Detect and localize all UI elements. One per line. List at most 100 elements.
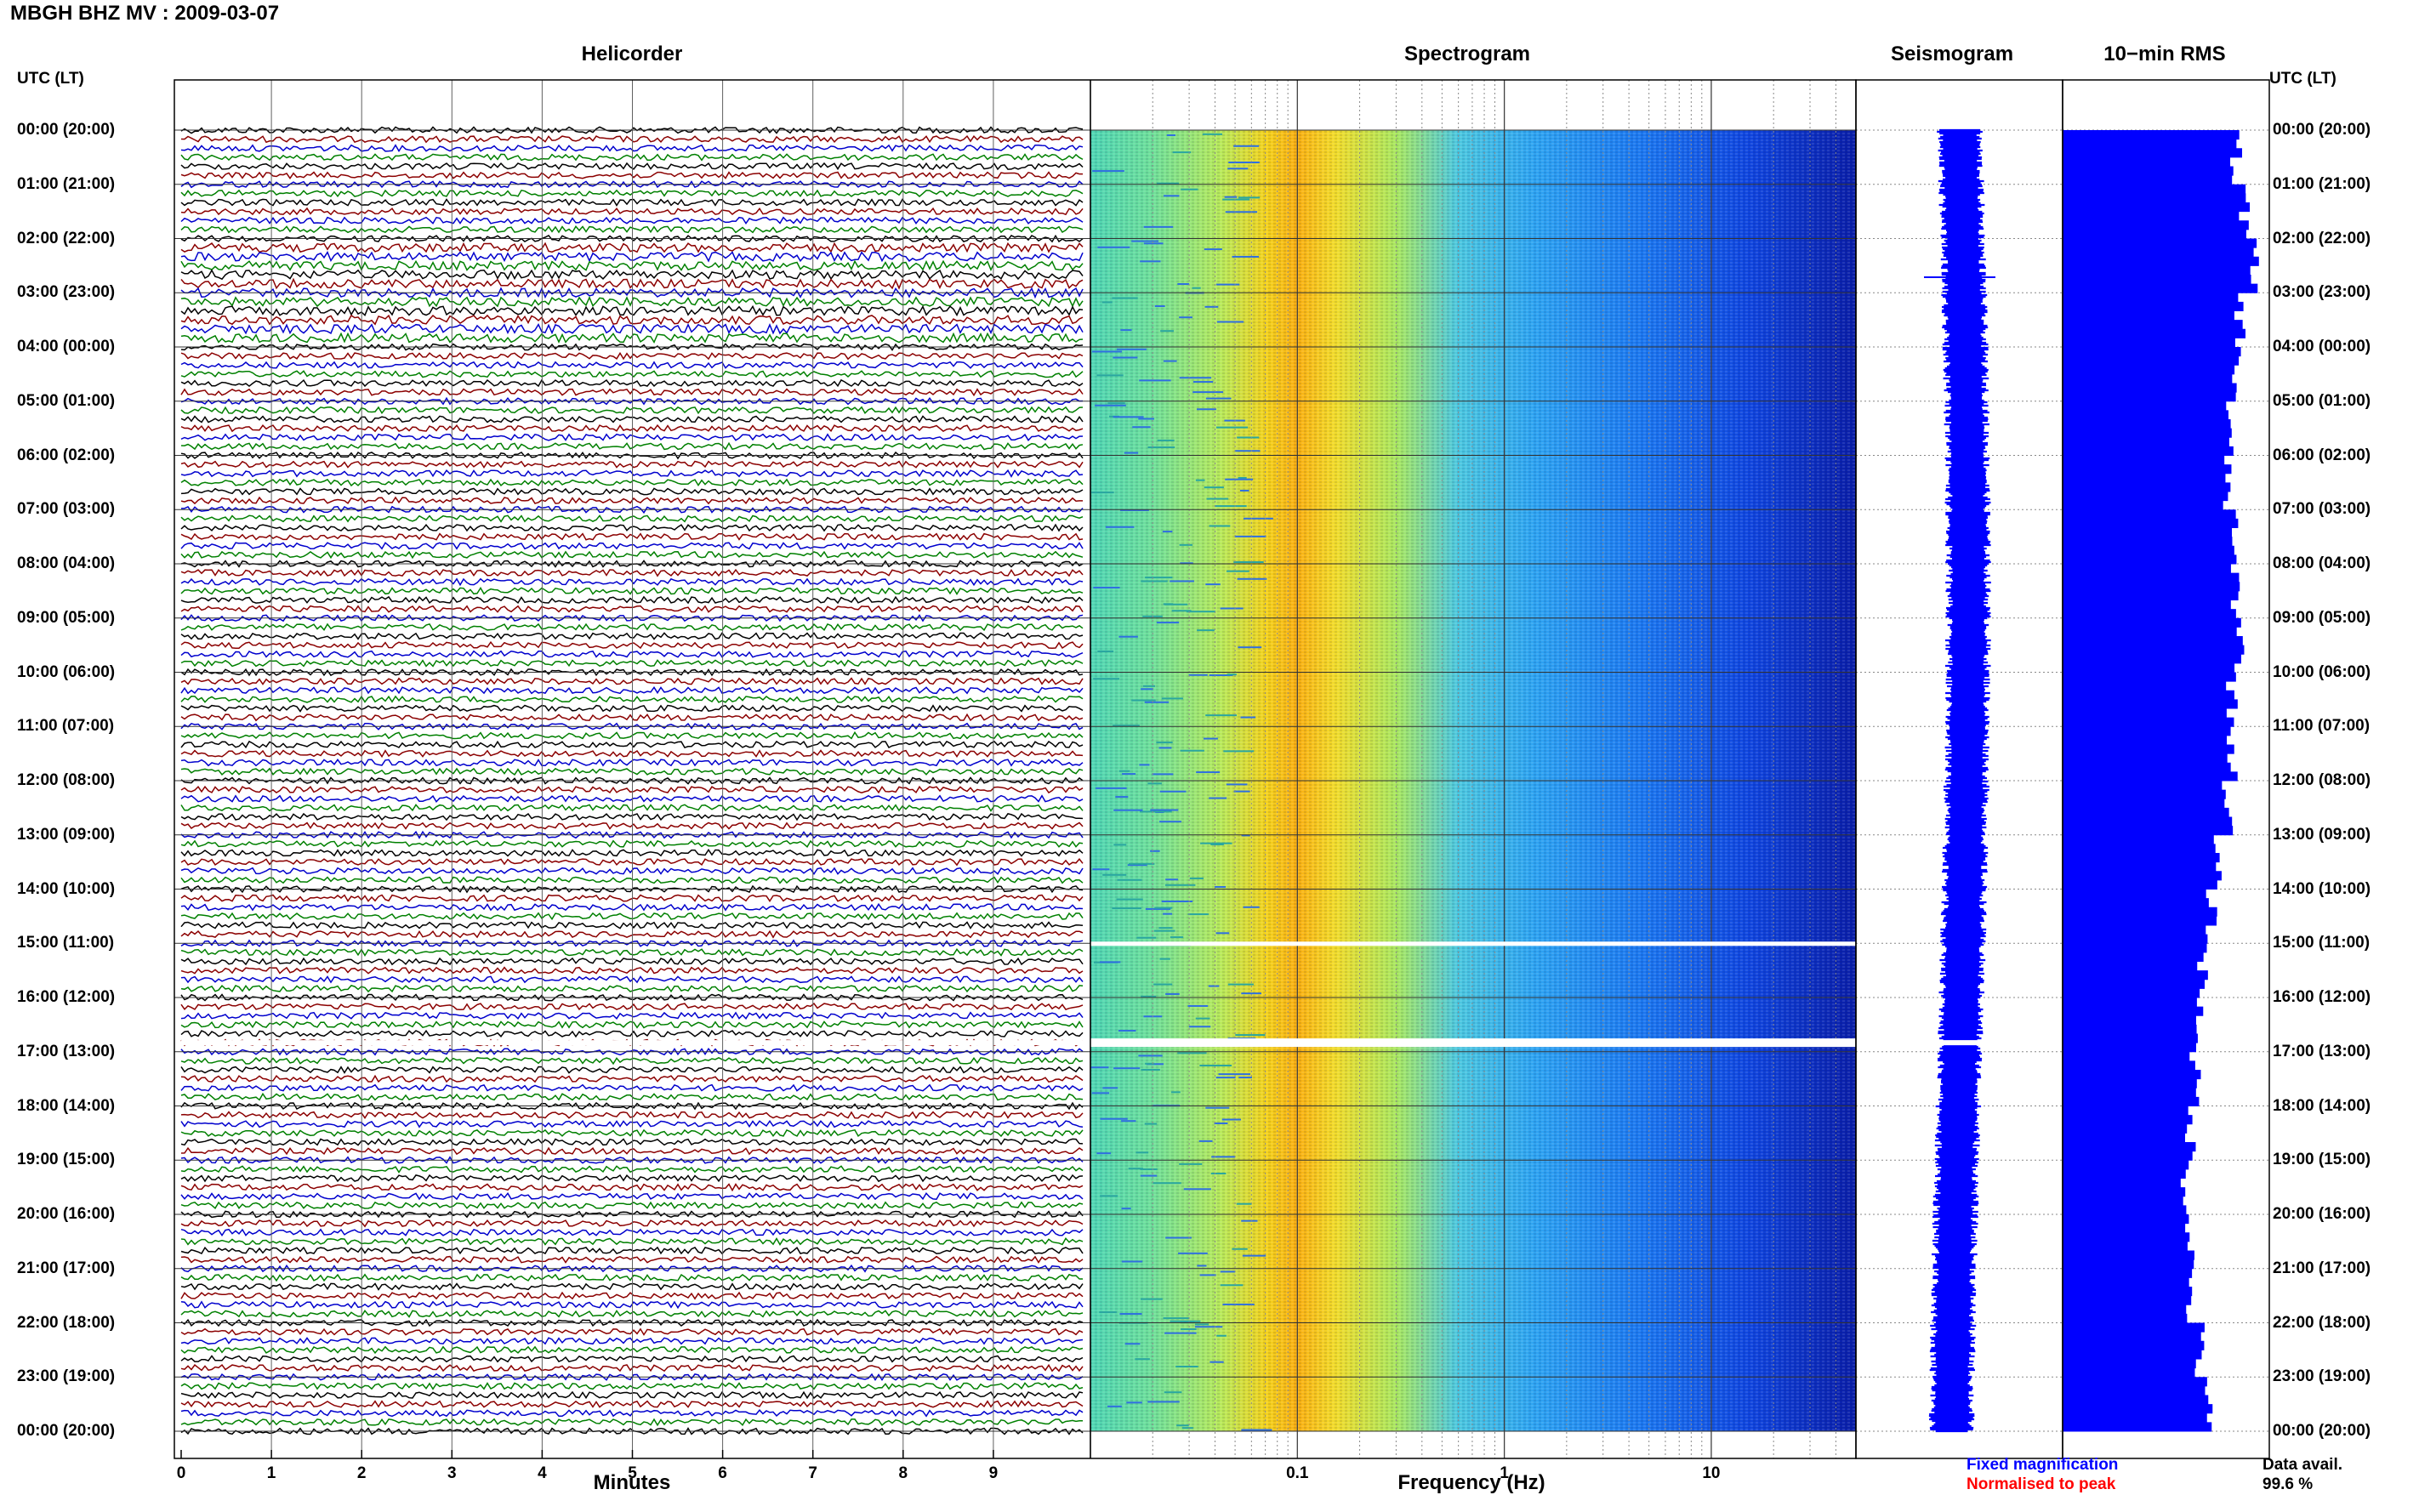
spectrogram-speckle bbox=[1241, 992, 1261, 995]
rms-bar bbox=[2063, 437, 2229, 447]
spectrogram-speckle bbox=[1139, 764, 1150, 766]
spectrogram-speckle bbox=[1122, 773, 1136, 776]
time-label-left: 00:00 (20:00) bbox=[17, 1422, 116, 1440]
rms-bar bbox=[2063, 365, 2235, 375]
spectrogram-speckle bbox=[1216, 321, 1244, 323]
spectrogram-speckle bbox=[1204, 486, 1224, 489]
spectrogram-speckle bbox=[1195, 1017, 1210, 1020]
time-label-right: 02:00 (22:00) bbox=[2273, 229, 2371, 247]
spectrogram-speckle bbox=[1170, 1320, 1201, 1322]
spectrogram-speckle bbox=[1153, 983, 1173, 986]
spectrogram-speckle bbox=[1233, 790, 1250, 793]
helicorder-x-tick-label: 5 bbox=[628, 1464, 637, 1482]
spectrogram-speckle bbox=[1096, 1152, 1112, 1155]
rms-bar bbox=[2063, 1078, 2197, 1089]
spectrogram-speckle bbox=[1118, 770, 1130, 772]
spectrogram-speckle bbox=[1220, 1284, 1244, 1287]
spectrogram-speckle bbox=[1092, 170, 1124, 173]
spectrogram-speckle bbox=[1194, 1323, 1210, 1326]
spectrogram-speckle bbox=[1241, 1429, 1272, 1431]
spectrogram-speckle bbox=[1179, 316, 1192, 319]
spectrogram-speckle bbox=[1234, 450, 1261, 452]
spectrogram-speckle bbox=[1238, 646, 1262, 649]
time-label-right: 06:00 (02:00) bbox=[2273, 446, 2371, 464]
rms-bar bbox=[2063, 320, 2243, 330]
rms-bar bbox=[2063, 1287, 2193, 1297]
seismogram-title: Seismogram bbox=[1890, 43, 2014, 65]
spectrogram-speckle bbox=[1140, 1174, 1158, 1177]
spectrogram-speckle bbox=[1221, 1118, 1241, 1121]
spectrogram-speckle bbox=[1186, 611, 1216, 613]
spectrogram-speckle bbox=[1113, 725, 1140, 727]
rms-bar bbox=[2063, 419, 2231, 429]
spectrogram-speckle bbox=[1241, 1219, 1258, 1222]
spectrogram-speckle bbox=[1189, 877, 1204, 879]
spectrogram-speckle bbox=[1100, 1117, 1128, 1120]
spectrogram-speckle bbox=[1097, 246, 1130, 248]
spectrogram-speckle bbox=[1225, 478, 1254, 480]
time-label-left: 06:00 (02:00) bbox=[17, 446, 116, 464]
spectrogram-speckle bbox=[1165, 992, 1180, 995]
time-label-right: 00:00 (20:00) bbox=[2273, 1422, 2371, 1440]
spectrogram-speckle bbox=[1176, 1424, 1189, 1427]
time-label-left: 16:00 (12:00) bbox=[17, 988, 116, 1006]
spectrogram-speckle bbox=[1128, 1168, 1143, 1170]
time-label-left: 09:00 (05:00) bbox=[17, 608, 116, 627]
spectrogram-speckle bbox=[1240, 716, 1256, 719]
spectrogram-speckle bbox=[1119, 1313, 1142, 1316]
time-label-right: 19:00 (15:00) bbox=[2273, 1151, 2371, 1169]
spectrogram-speckle bbox=[1237, 577, 1267, 580]
time-label-left: 12:00 (08:00) bbox=[17, 771, 116, 789]
spectrogram-speckle bbox=[1216, 1334, 1227, 1337]
rms-bar bbox=[2063, 211, 2240, 221]
time-label-right: 18:00 (14:00) bbox=[2273, 1096, 2371, 1115]
spectrogram-speckle bbox=[1129, 862, 1155, 865]
time-label-left: 11:00 (07:00) bbox=[17, 717, 115, 736]
spectrogram-speckle bbox=[1232, 255, 1260, 258]
time-label-right: 23:00 (19:00) bbox=[2273, 1367, 2371, 1386]
helicorder-title: Helicorder bbox=[581, 43, 683, 65]
rms-bar bbox=[2063, 1332, 2201, 1342]
spectrogram-speckle bbox=[1140, 810, 1172, 813]
time-label-left: 18:00 (14:00) bbox=[17, 1096, 116, 1115]
spectrogram-speckle bbox=[1116, 898, 1143, 901]
rms-bar bbox=[2063, 275, 2251, 285]
rms-bar bbox=[2063, 564, 2231, 574]
spectrogram-speckle bbox=[1203, 737, 1218, 740]
spectrogram-speckle bbox=[1152, 773, 1174, 776]
rms-bar bbox=[2063, 238, 2257, 248]
rms-bar bbox=[2063, 636, 2243, 646]
spectrogram-speckle bbox=[1198, 1140, 1213, 1142]
spectrogram-speckle bbox=[1205, 583, 1221, 586]
rms-bar bbox=[2063, 509, 2236, 520]
spectrogram-speckle bbox=[1195, 479, 1205, 481]
rms-bar bbox=[2063, 662, 2235, 673]
rms-bar bbox=[2063, 1106, 2188, 1116]
time-label-right: 17:00 (13:00) bbox=[2273, 1042, 2371, 1060]
time-label-left: 05:00 (01:00) bbox=[17, 391, 116, 410]
rms-bar bbox=[2063, 1015, 2196, 1026]
panel-frame bbox=[2062, 79, 2270, 1459]
rms-bar bbox=[2063, 310, 2234, 321]
time-label-left: 22:00 (18:00) bbox=[17, 1313, 116, 1332]
rms-bar bbox=[2063, 500, 2223, 510]
spectrogram-speckle bbox=[1092, 868, 1110, 871]
spectrogram-speckle bbox=[1113, 844, 1127, 846]
time-label-right: 20:00 (16:00) bbox=[2273, 1205, 2371, 1223]
spectrogram-speckle bbox=[1215, 885, 1227, 888]
rms-bar bbox=[2063, 1115, 2193, 1125]
rms-bar bbox=[2063, 1214, 2189, 1225]
spectrogram-speckle bbox=[1214, 505, 1247, 508]
rms-bar bbox=[2063, 156, 2231, 167]
rms-bar bbox=[2063, 871, 2222, 881]
rms-bar bbox=[2063, 1223, 2186, 1233]
page-title: MBGH BHZ MV : 2009-03-07 bbox=[10, 2, 280, 25]
helicorder-x-tick-label: 6 bbox=[718, 1464, 727, 1482]
rms-bar bbox=[2063, 1006, 2204, 1016]
rms-bar bbox=[2063, 293, 2239, 303]
rms-bar bbox=[2063, 907, 2217, 917]
spectrogram-speckle bbox=[1126, 1401, 1142, 1404]
time-label-left: 04:00 (00:00) bbox=[17, 338, 116, 355]
spectrogram-speckle bbox=[1196, 771, 1221, 774]
rms-bar bbox=[2063, 518, 2239, 528]
